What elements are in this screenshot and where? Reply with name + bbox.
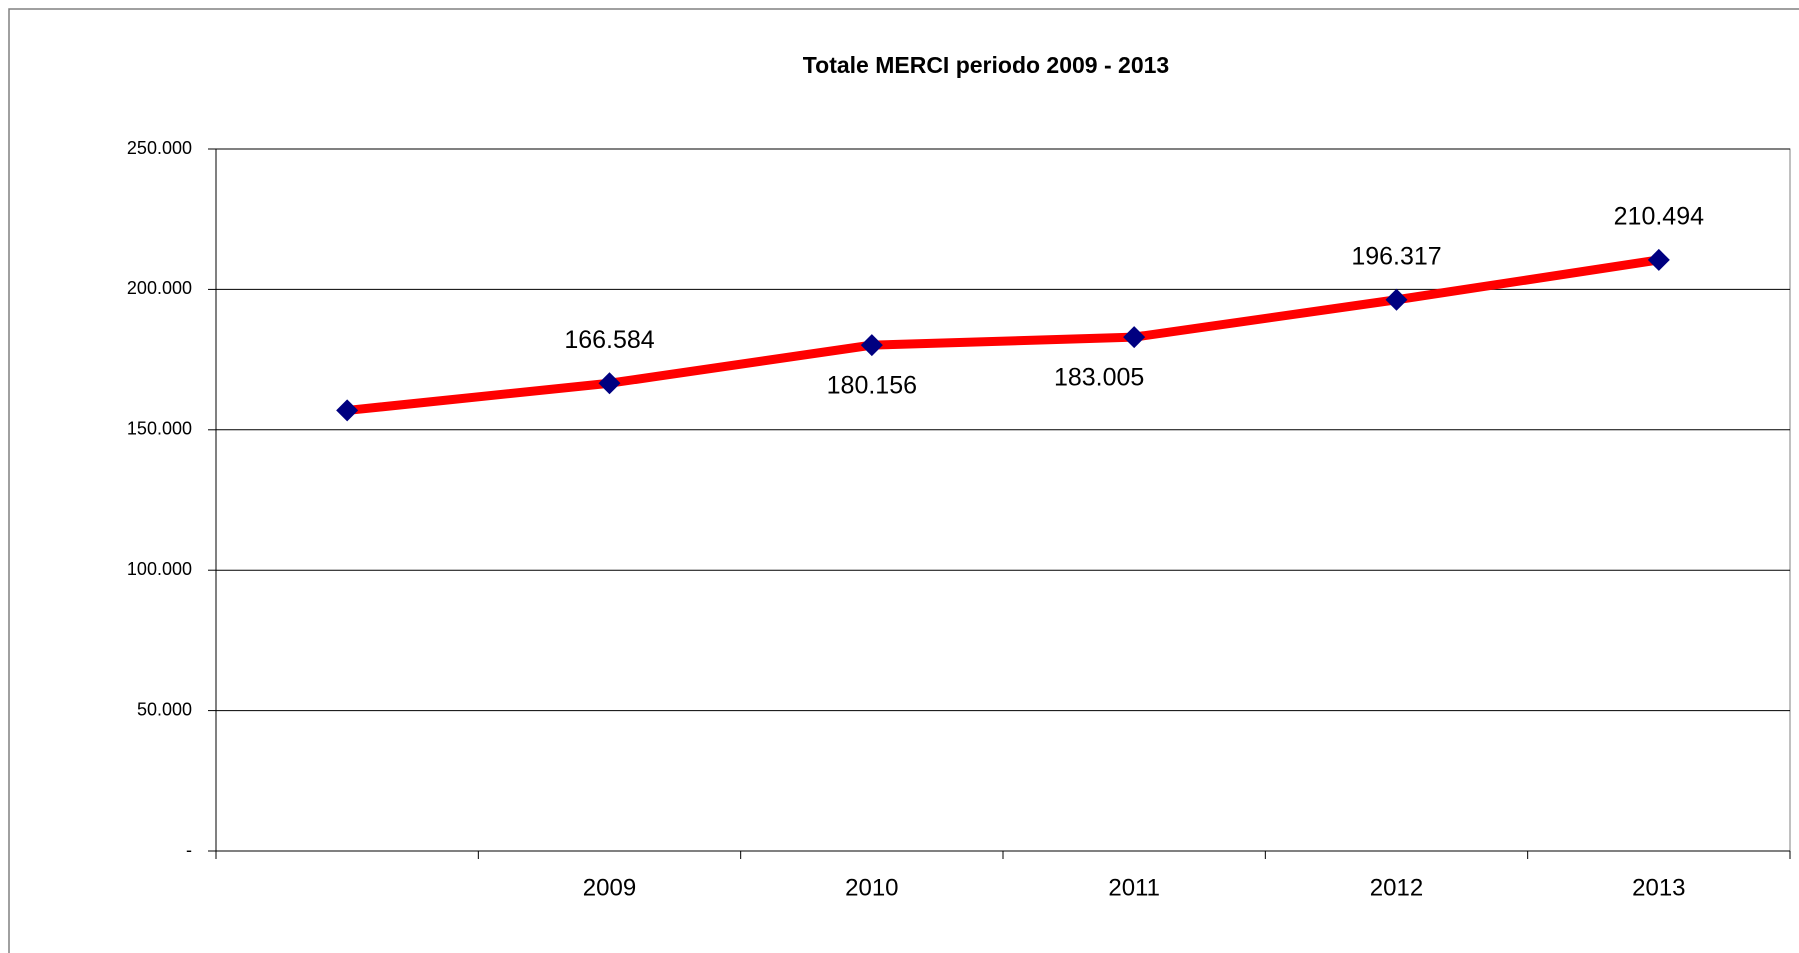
marker — [1647, 248, 1670, 271]
x-tick-label: 2009 — [583, 874, 636, 901]
marker — [1385, 288, 1408, 311]
marker — [336, 399, 359, 422]
x-tick-label: 2011 — [1108, 874, 1160, 901]
y-tick-label: 50.000 — [137, 699, 192, 719]
y-tick-label: 100.000 — [127, 559, 192, 579]
data-label: 166.584 — [564, 326, 654, 354]
marker — [860, 334, 883, 357]
y-tick-label: 200.000 — [127, 278, 192, 298]
marker — [598, 372, 621, 395]
marker — [1123, 326, 1146, 349]
x-tick-label: 2012 — [1370, 874, 1423, 901]
y-tick-label: 150.000 — [127, 419, 192, 439]
data-label: 183.005 — [1054, 364, 1144, 392]
data-label: 196.317 — [1351, 242, 1441, 270]
chart-border — [8, 8, 1799, 953]
data-label: 210.494 — [1614, 203, 1704, 231]
x-tick-label: 2010 — [845, 874, 898, 901]
data-label: 180.156 — [827, 372, 917, 400]
chart-title: Totale MERCI periodo 2009 - 2013 — [803, 52, 1169, 78]
y-tick-label: 250.000 — [127, 138, 192, 158]
line — [346, 255, 1660, 415]
y-tick-label: - — [186, 840, 192, 860]
x-tick-label: 2013 — [1632, 874, 1685, 901]
